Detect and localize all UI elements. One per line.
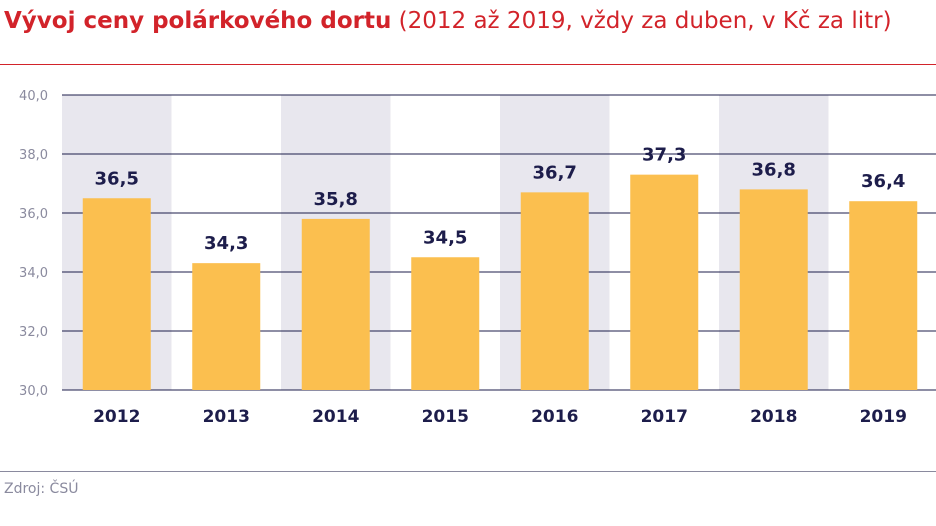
- x-tick-label-2019: 2019: [860, 407, 907, 427]
- y-tick-label: 40,0: [19, 89, 48, 104]
- bottom-divider: [0, 471, 936, 472]
- bar-2019: [849, 201, 918, 390]
- x-tick-label-2016: 2016: [531, 407, 578, 427]
- x-tick-label-2013: 2013: [203, 407, 250, 427]
- bar-2017: [630, 174, 699, 390]
- bar-2013: [192, 263, 261, 390]
- x-tick-label-2015: 2015: [422, 407, 469, 427]
- y-tick-label: 34,0: [19, 266, 48, 281]
- bar-2012: [82, 198, 151, 390]
- bar-chart: 30,0 32,0 34,0 36,0 38,0 40,0 36,5 2012 34,3 2013…: [19, 89, 936, 427]
- y-tick-label: 32,0: [19, 325, 48, 340]
- data-label-2016: 36,7: [533, 162, 577, 183]
- y-tick-label: 30,0: [19, 384, 48, 399]
- data-label-2019: 36,4: [861, 171, 905, 192]
- data-label-2015: 34,5: [423, 227, 467, 248]
- x-tick-label-2017: 2017: [641, 407, 688, 427]
- data-label-2014: 35,8: [314, 189, 358, 210]
- data-label-2013: 34,3: [204, 233, 248, 254]
- y-tick-label: 38,0: [19, 148, 48, 163]
- chart-title-subtitle: (2012 až 2019, vždy za duben, v Kč za li…: [398, 8, 892, 34]
- x-tick-label-2014: 2014: [312, 407, 359, 427]
- bar-2015: [411, 257, 480, 390]
- data-label-2012: 36,5: [95, 168, 139, 189]
- x-tick-label-2012: 2012: [93, 407, 140, 427]
- bar-2014: [301, 218, 370, 390]
- data-label-2018: 36,8: [752, 159, 796, 180]
- x-tick-label-2018: 2018: [750, 407, 797, 427]
- source-note: Zdroj: ČSÚ: [4, 481, 79, 497]
- bar-2016: [520, 192, 589, 390]
- data-label-2017: 37,3: [642, 145, 686, 166]
- chart-title-main: Vývoj ceny polárkového dortu: [4, 8, 392, 34]
- bar-2018: [739, 189, 808, 390]
- chart-title: Vývoj ceny polárkového dortu (2012 až 20…: [4, 8, 892, 34]
- y-tick-label: 36,0: [19, 207, 48, 222]
- top-divider: [0, 64, 936, 65]
